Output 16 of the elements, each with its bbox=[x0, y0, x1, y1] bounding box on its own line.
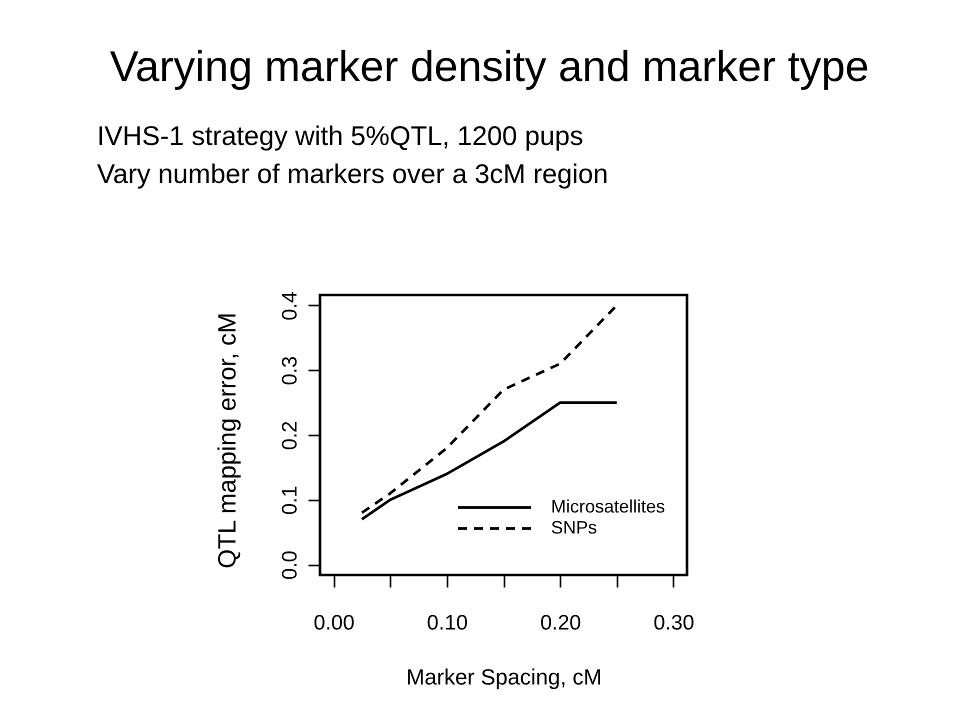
legend-label: SNPs bbox=[551, 518, 598, 538]
chart-title: Varying marker density and marker type bbox=[110, 43, 870, 91]
y-tick-label: 0.0 bbox=[278, 550, 302, 580]
x-tick-label: 0.30 bbox=[653, 612, 694, 634]
x-tick-label: 0.00 bbox=[314, 612, 355, 634]
y-tick-label: 0.4 bbox=[278, 290, 302, 320]
x-axis-title: Marker Spacing, cM bbox=[406, 664, 602, 690]
x-tick-label: 0.20 bbox=[540, 612, 582, 634]
legend-label: Microsatellites bbox=[551, 496, 666, 516]
text: Vary number of markers over a 3cM region bbox=[97, 159, 608, 189]
y-tick-label: 0.1 bbox=[278, 486, 302, 515]
y-tick-label: 0.3 bbox=[278, 356, 302, 386]
y-tick-label: 0.2 bbox=[278, 420, 302, 450]
text: IVHS-1 strategy with 5%QTL, 1200 pups bbox=[97, 121, 584, 151]
x-tick-label: 0.10 bbox=[426, 612, 468, 634]
y-axis-title: QTL mapping error, cM bbox=[214, 312, 242, 569]
